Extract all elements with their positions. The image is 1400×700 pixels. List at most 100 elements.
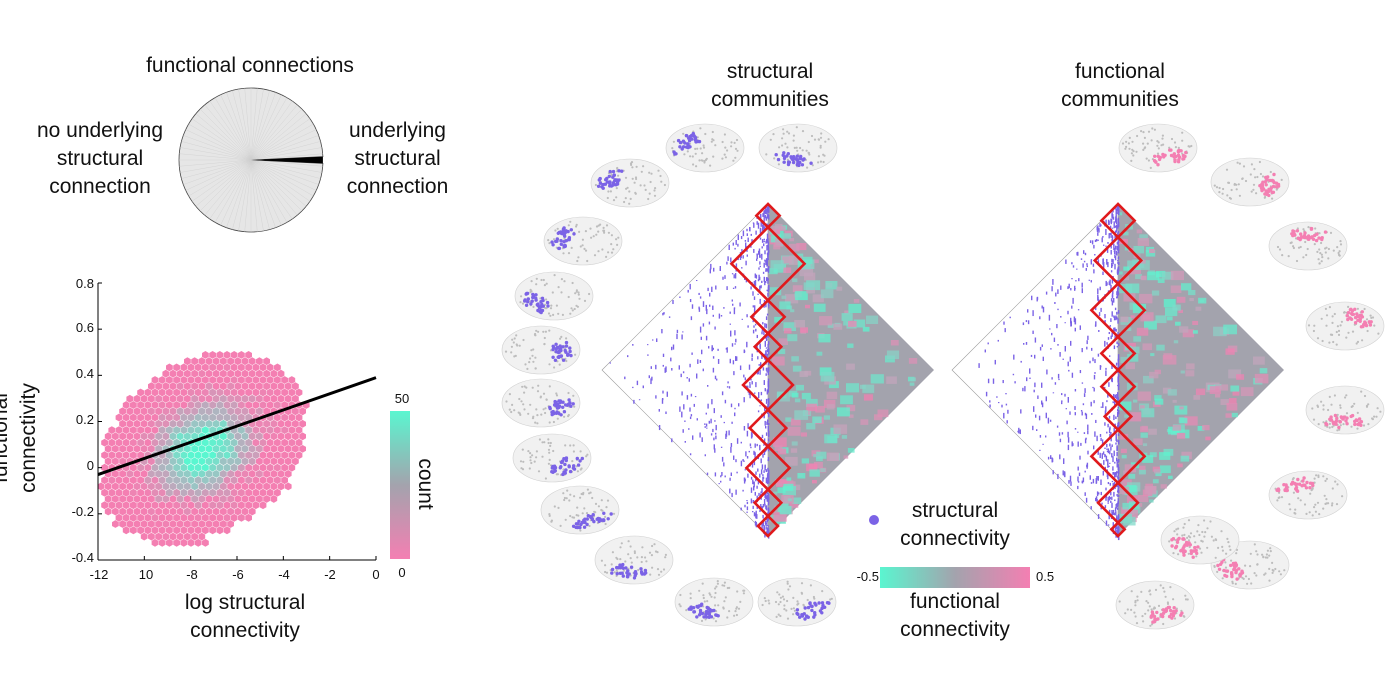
brain-node (1217, 546, 1220, 550)
brain-node (739, 600, 742, 604)
pie-spoke (250, 97, 288, 161)
brain-node (548, 458, 551, 461)
brain-node (796, 149, 799, 152)
brain-node (742, 592, 746, 595)
structural-edge (1097, 239, 1099, 242)
functional-cell (1141, 425, 1148, 430)
brain-community-node (1161, 611, 1166, 615)
brain-community-node (1296, 477, 1300, 482)
brain-node (1215, 186, 1219, 189)
structural-edge (721, 472, 723, 476)
brain-node (548, 451, 551, 454)
structural-edge (711, 347, 713, 352)
hexbin-cell (202, 351, 209, 359)
structural-edge (764, 259, 766, 262)
legend-structural-line: structural (911, 499, 999, 522)
hexbin-cell (180, 401, 188, 409)
structural-edge (1118, 459, 1120, 463)
brain-node (1149, 593, 1152, 596)
structural-edge (700, 336, 702, 340)
brain-node (827, 138, 830, 141)
brain-community-node (1276, 488, 1281, 493)
brain-node (807, 140, 810, 144)
brain-community-node (1301, 483, 1306, 487)
structural-edge (1116, 451, 1118, 457)
pie-spoke (250, 159, 319, 185)
structural-edge (1113, 298, 1115, 303)
brain-node (807, 151, 811, 154)
brain-node (1361, 339, 1364, 342)
structural-edge (722, 276, 724, 280)
structural-edge (1100, 479, 1102, 486)
brain-community-node (576, 463, 581, 467)
brain-node (702, 594, 705, 597)
brain-node (1145, 600, 1148, 603)
structural-edge (714, 375, 717, 380)
structural-edge (1106, 282, 1108, 286)
brain-node (1145, 157, 1148, 160)
hexbin-cell (198, 407, 206, 416)
brain-node (635, 165, 638, 168)
structural-edge (1111, 502, 1113, 508)
functional-cell (860, 419, 869, 425)
brain-community-node (802, 157, 806, 161)
functional-cell (1177, 463, 1183, 468)
brain-node (563, 496, 567, 500)
brain-community-node (1169, 148, 1173, 152)
structural-edge (747, 325, 749, 328)
brain-community-node (609, 512, 613, 516)
brain-community-node (1268, 178, 1272, 183)
brain-node (572, 394, 575, 397)
brain-node (694, 147, 697, 150)
structural-edge (1069, 411, 1071, 415)
structural-edge (1104, 314, 1106, 319)
functional-cell (1133, 246, 1144, 254)
structural-edge (1023, 343, 1025, 345)
structural-edge (1115, 511, 1117, 516)
brain-community-node (680, 147, 684, 151)
structural-edge (767, 508, 769, 512)
functional-cell (1136, 229, 1143, 234)
hexbin-cell (238, 363, 245, 372)
brain-node (1135, 622, 1139, 625)
structural-edge (710, 418, 712, 424)
structural-edge (1090, 506, 1092, 510)
structural-edge (682, 371, 685, 374)
brain-community-node (1348, 316, 1352, 320)
functional-cell (1215, 393, 1221, 398)
brain-node (1299, 499, 1302, 502)
structural-edge (1117, 260, 1119, 262)
hexbin-cell (194, 376, 202, 384)
brain-community-node (1240, 571, 1245, 575)
brain-node (562, 252, 565, 255)
brain-node (793, 146, 796, 149)
structural-edge (712, 367, 715, 373)
hexbin-cells (97, 351, 310, 547)
brain-node (635, 177, 638, 181)
structural-edge (1091, 347, 1093, 351)
hexbin-cell (151, 388, 159, 397)
brain-community-node (1325, 422, 1329, 427)
brain-node (1218, 191, 1221, 194)
hexbin-cell (223, 401, 231, 409)
brain-thumbnail (1160, 515, 1240, 565)
functional-cell (1159, 452, 1171, 460)
brain-community-node (1234, 568, 1239, 573)
brain-node (1213, 184, 1216, 187)
structural-edge (755, 328, 757, 332)
brain-node (552, 238, 556, 241)
structural-edge (750, 286, 752, 290)
brain-node (1174, 146, 1177, 149)
structural-edge (1041, 402, 1044, 408)
functional-cell (1198, 297, 1207, 304)
structural-edge (1112, 472, 1114, 475)
hexbin-cell (230, 413, 238, 422)
brain-node (1262, 556, 1265, 559)
brain-community-node (700, 602, 704, 606)
brain-node (604, 570, 607, 574)
brain-node (1294, 508, 1297, 511)
hexbin-cell (223, 388, 231, 397)
brain-node (606, 499, 610, 502)
structural-edge (1077, 485, 1079, 490)
pie-spoke (250, 141, 321, 161)
